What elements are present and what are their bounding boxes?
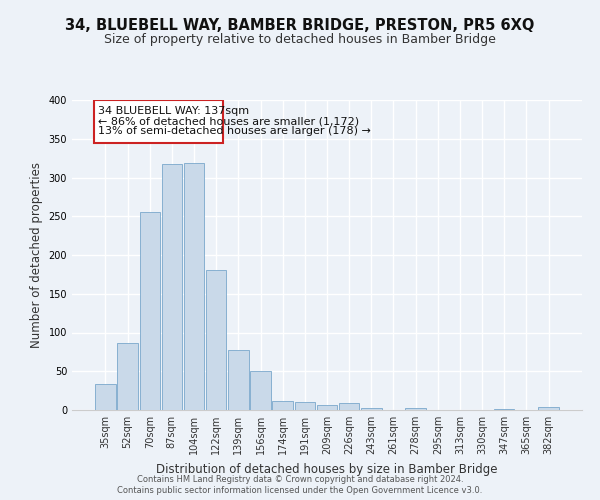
Bar [406, 408, 426, 410]
Text: 13% of semi-detached houses are larger (178) →: 13% of semi-detached houses are larger (… [98, 126, 370, 136]
Text: Contains public sector information licensed under the Open Government Licence v3: Contains public sector information licen… [118, 486, 482, 495]
Bar [228, 350, 248, 410]
Bar [494, 409, 514, 410]
Text: Contains HM Land Registry data © Crown copyright and database right 2024.: Contains HM Land Registry data © Crown c… [137, 475, 463, 484]
Bar [250, 371, 271, 410]
Bar [317, 406, 337, 410]
Text: ← 86% of detached houses are smaller (1,172): ← 86% of detached houses are smaller (1,… [98, 116, 359, 126]
Bar [272, 400, 293, 410]
Bar [184, 163, 204, 410]
Text: 34, BLUEBELL WAY, BAMBER BRIDGE, PRESTON, PR5 6XQ: 34, BLUEBELL WAY, BAMBER BRIDGE, PRESTON… [65, 18, 535, 32]
Bar [95, 384, 116, 410]
Bar [118, 344, 138, 410]
Text: Size of property relative to detached houses in Bamber Bridge: Size of property relative to detached ho… [104, 32, 496, 46]
Bar [295, 402, 315, 410]
Bar [538, 407, 559, 410]
Bar [361, 408, 382, 410]
X-axis label: Distribution of detached houses by size in Bamber Bridge: Distribution of detached houses by size … [156, 462, 498, 475]
Y-axis label: Number of detached properties: Number of detached properties [30, 162, 43, 348]
Text: 34 BLUEBELL WAY: 137sqm: 34 BLUEBELL WAY: 137sqm [98, 106, 249, 116]
Bar [140, 212, 160, 410]
Bar [161, 164, 182, 410]
Bar [339, 403, 359, 410]
Polygon shape [94, 100, 223, 142]
Bar [206, 270, 226, 410]
